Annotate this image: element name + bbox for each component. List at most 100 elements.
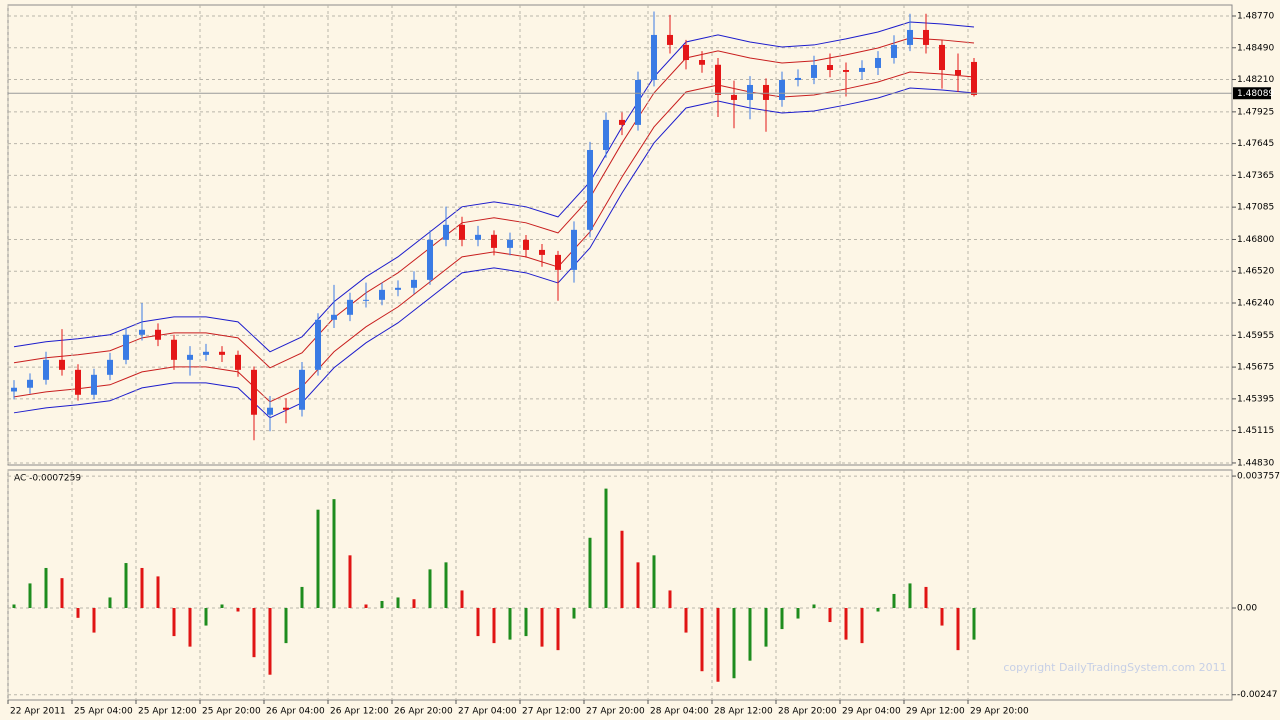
- candle-body: [123, 334, 129, 360]
- candle-body: [155, 329, 161, 340]
- ac-bar: [204, 608, 208, 626]
- candle-body: [923, 29, 929, 45]
- ac-bar: [812, 604, 816, 608]
- watermark: copyright DailyTradingSystem.com 2011: [1003, 661, 1226, 674]
- ac-bar: [92, 608, 96, 633]
- price-panel: [7, 4, 1233, 466]
- y-tick-label: -0.00247: [1237, 690, 1277, 700]
- ac-bar: [716, 608, 720, 682]
- ac-bar: [252, 608, 256, 658]
- candle-body: [75, 369, 81, 395]
- candle-body: [811, 65, 817, 78]
- y-tick-label: 1.47645: [1237, 139, 1274, 149]
- ac-bar: [396, 597, 400, 608]
- candle-body: [907, 29, 913, 45]
- ac-bar: [108, 597, 112, 608]
- candle-body: [971, 61, 977, 95]
- candle-body: [795, 77, 801, 80]
- ac-bar: [508, 608, 512, 640]
- ac-bar: [620, 530, 624, 608]
- candle-body: [667, 34, 673, 45]
- y-tick-label: 1.45115: [1237, 426, 1274, 436]
- y-tick-label: 1.48770: [1237, 12, 1274, 22]
- ac-bar: [972, 608, 976, 640]
- ac-bar: [460, 590, 464, 608]
- x-tick-label: 27 Apr 04:00: [458, 707, 517, 717]
- candle-body: [411, 279, 417, 288]
- last-price-label: 1.48089: [1237, 89, 1274, 99]
- x-tick-label: 27 Apr 20:00: [586, 707, 645, 717]
- ac-bar: [332, 499, 336, 608]
- candle-body: [43, 359, 49, 380]
- ac-bar: [684, 608, 688, 633]
- ac-bar: [60, 578, 64, 608]
- candle-body: [395, 287, 401, 290]
- y-tick-label: 0.003757: [1237, 472, 1280, 482]
- candle-body: [539, 249, 545, 255]
- candle-body: [347, 299, 353, 315]
- candle-body: [763, 84, 769, 100]
- ac-bar: [76, 608, 80, 618]
- ac-bar: [444, 562, 448, 608]
- candle-body: [187, 354, 193, 360]
- candle-body: [683, 44, 689, 61]
- x-tick-label: 26 Apr 12:00: [330, 707, 389, 717]
- candle-body: [491, 234, 497, 248]
- ac-bar: [940, 608, 944, 626]
- candle-body: [283, 407, 289, 410]
- last-price-box: [1233, 87, 1271, 100]
- candle-body: [219, 351, 225, 355]
- ac-bar: [172, 608, 176, 637]
- ac-bar: [284, 608, 288, 644]
- candle-body: [699, 60, 705, 65]
- ac-bar: [844, 608, 848, 640]
- y-tick-label: 1.47925: [1237, 107, 1274, 117]
- candle-body: [91, 374, 97, 395]
- ac-bar: [604, 488, 608, 608]
- ac-bar: [860, 608, 864, 644]
- y-tick-label: 0.00: [1237, 604, 1257, 614]
- candle-body: [859, 67, 865, 72]
- candle-body: [843, 70, 849, 72]
- ac-bar: [636, 562, 640, 608]
- y-tick-label: 1.48210: [1237, 75, 1274, 85]
- ac-bar: [12, 604, 16, 608]
- candle-body: [555, 254, 561, 270]
- candle-body: [299, 369, 305, 410]
- ac-bar: [572, 608, 576, 619]
- candle-body: [731, 94, 737, 100]
- candle-body: [715, 64, 721, 95]
- ac-bar: [652, 555, 656, 608]
- candle-body: [379, 289, 385, 300]
- candle-body: [443, 224, 449, 240]
- ac-bar: [924, 586, 928, 608]
- ac-bar: [364, 604, 368, 608]
- ac-bar: [668, 590, 672, 608]
- ac-bar: [28, 583, 32, 608]
- ac-bar: [140, 567, 144, 608]
- ac-bar: [828, 608, 832, 623]
- candle-body: [939, 44, 945, 71]
- candle-body: [331, 314, 337, 320]
- ac-bar: [892, 593, 896, 608]
- y-tick-label: 1.46520: [1237, 267, 1274, 277]
- x-tick-label: 29 Apr 12:00: [906, 707, 965, 717]
- y-tick-label: 1.45395: [1237, 394, 1274, 404]
- x-tick-label: 27 Apr 12:00: [522, 707, 581, 717]
- y-tick-label: 1.45955: [1237, 331, 1274, 341]
- candle-body: [587, 149, 593, 230]
- envelope-line: [13, 21, 975, 353]
- ac-bar: [380, 600, 384, 608]
- ac-bar: [300, 586, 304, 608]
- candle-body: [203, 351, 209, 355]
- ac-bar: [796, 608, 800, 619]
- y-tick-label: 1.48490: [1237, 43, 1274, 53]
- ac-bar: [412, 599, 416, 608]
- y-tick-label: 1.46800: [1237, 235, 1274, 245]
- x-tick-label: 26 Apr 04:00: [266, 707, 325, 717]
- candle-body: [651, 34, 657, 80]
- x-tick-label: 29 Apr 04:00: [842, 707, 901, 717]
- y-tick-label: 1.45675: [1237, 363, 1274, 373]
- ac-bar: [908, 583, 912, 608]
